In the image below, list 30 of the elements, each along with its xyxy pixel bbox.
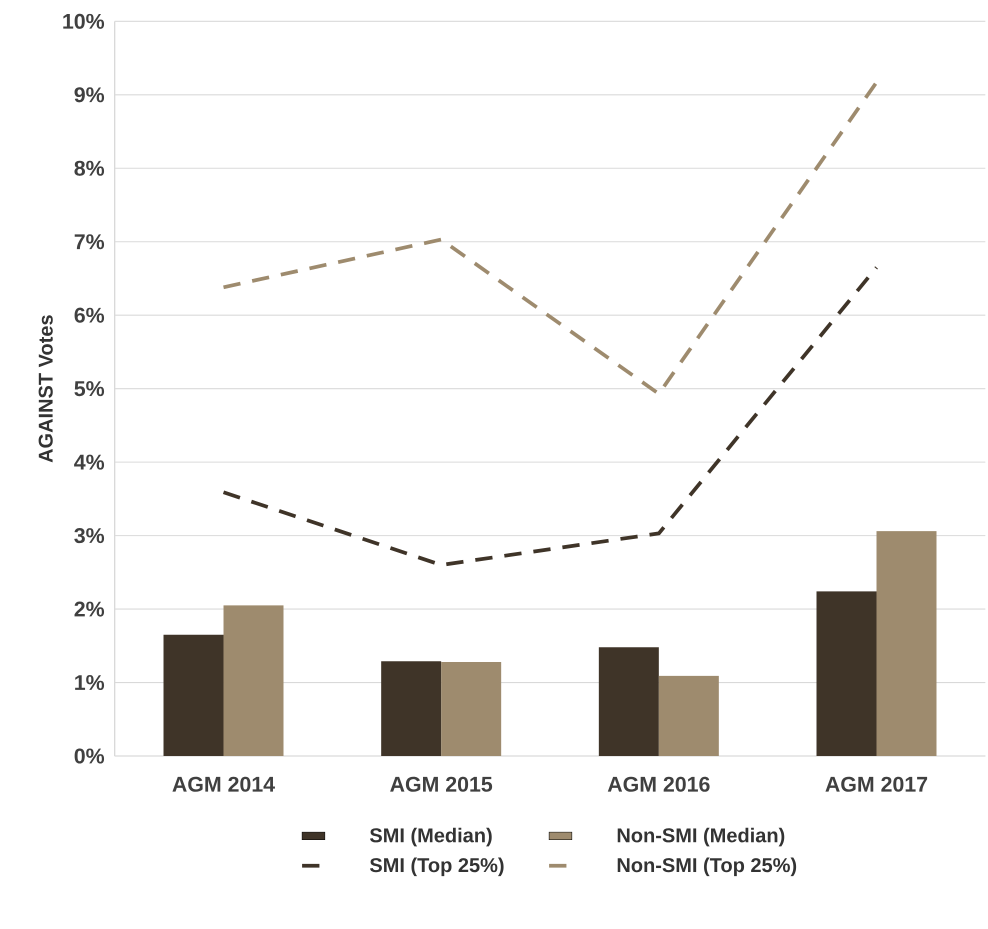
x-tick-label: AGM 2016: [608, 776, 710, 792]
x-tick-label: AGM 2017: [825, 776, 928, 792]
bar: [598, 647, 659, 756]
x-tick-label: AGM 2015: [390, 776, 492, 792]
y-tick-label: 3%: [74, 528, 104, 543]
y-tick-label: 8%: [74, 160, 104, 176]
y-tick-label: 10%: [63, 14, 104, 29]
bar: [876, 531, 937, 756]
y-axis-title: AGAINST Votes: [38, 315, 53, 462]
legend-label: Non-SMI (Median): [618, 828, 784, 846]
y-tick-label: 6%: [74, 307, 104, 323]
x-tick-label: AGM 2014: [172, 776, 275, 792]
y-tick-label: 9%: [74, 87, 104, 102]
bar: [164, 634, 224, 756]
bar: [441, 662, 502, 756]
y-tick-label: 4%: [74, 454, 104, 470]
y-tick-label: 2%: [74, 601, 104, 616]
legend-label: SMI (Median): [370, 828, 492, 846]
legend-label: Non-SMI (Top 25%): [618, 857, 796, 876]
bar: [658, 676, 719, 756]
y-tick-label: 1%: [75, 674, 104, 690]
y-tick-label: 0%: [74, 748, 104, 764]
bar: [381, 661, 442, 756]
line-series: [222, 265, 878, 567]
legend-label: SMI (Top 25%): [370, 857, 504, 876]
bar: [224, 605, 284, 756]
line-series: [222, 80, 878, 396]
y-tick-label: 5%: [74, 380, 104, 396]
bar: [816, 591, 877, 756]
y-tick-label: 7%: [74, 234, 104, 250]
